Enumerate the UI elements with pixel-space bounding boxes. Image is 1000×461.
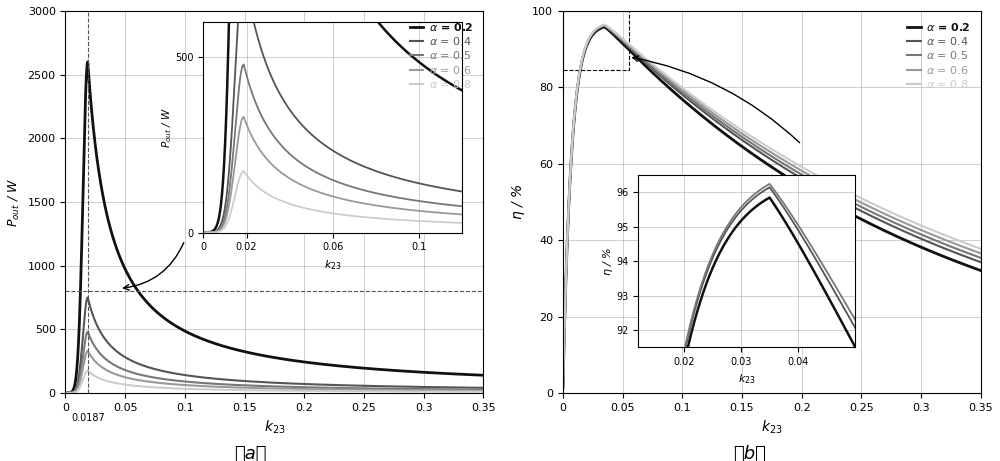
- Text: （a）: （a）: [234, 445, 266, 461]
- Y-axis label: $P_{out}$ / W: $P_{out}$ / W: [7, 177, 22, 226]
- Y-axis label: $\eta$ / %: $\eta$ / %: [510, 184, 527, 220]
- Legend: $\alpha$ = $\mathbf{0.2}$, $\alpha$ = 0.4, $\alpha$ = 0.5, $\alpha$ = 0.6, $\alp: $\alpha$ = $\mathbf{0.2}$, $\alpha$ = 0.…: [405, 17, 478, 95]
- Legend: $\alpha$ = $\mathbf{0.2}$, $\alpha$ = 0.4, $\alpha$ = 0.5, $\alpha$ = 0.6, $\alp: $\alpha$ = $\mathbf{0.2}$, $\alpha$ = 0.…: [903, 17, 975, 95]
- X-axis label: $k_{23}$: $k_{23}$: [264, 418, 285, 436]
- Text: （b）: （b）: [734, 445, 766, 461]
- Bar: [563, 11, 629, 70]
- Text: 0.0187: 0.0187: [71, 413, 105, 423]
- X-axis label: $k_{23}$: $k_{23}$: [761, 418, 783, 436]
